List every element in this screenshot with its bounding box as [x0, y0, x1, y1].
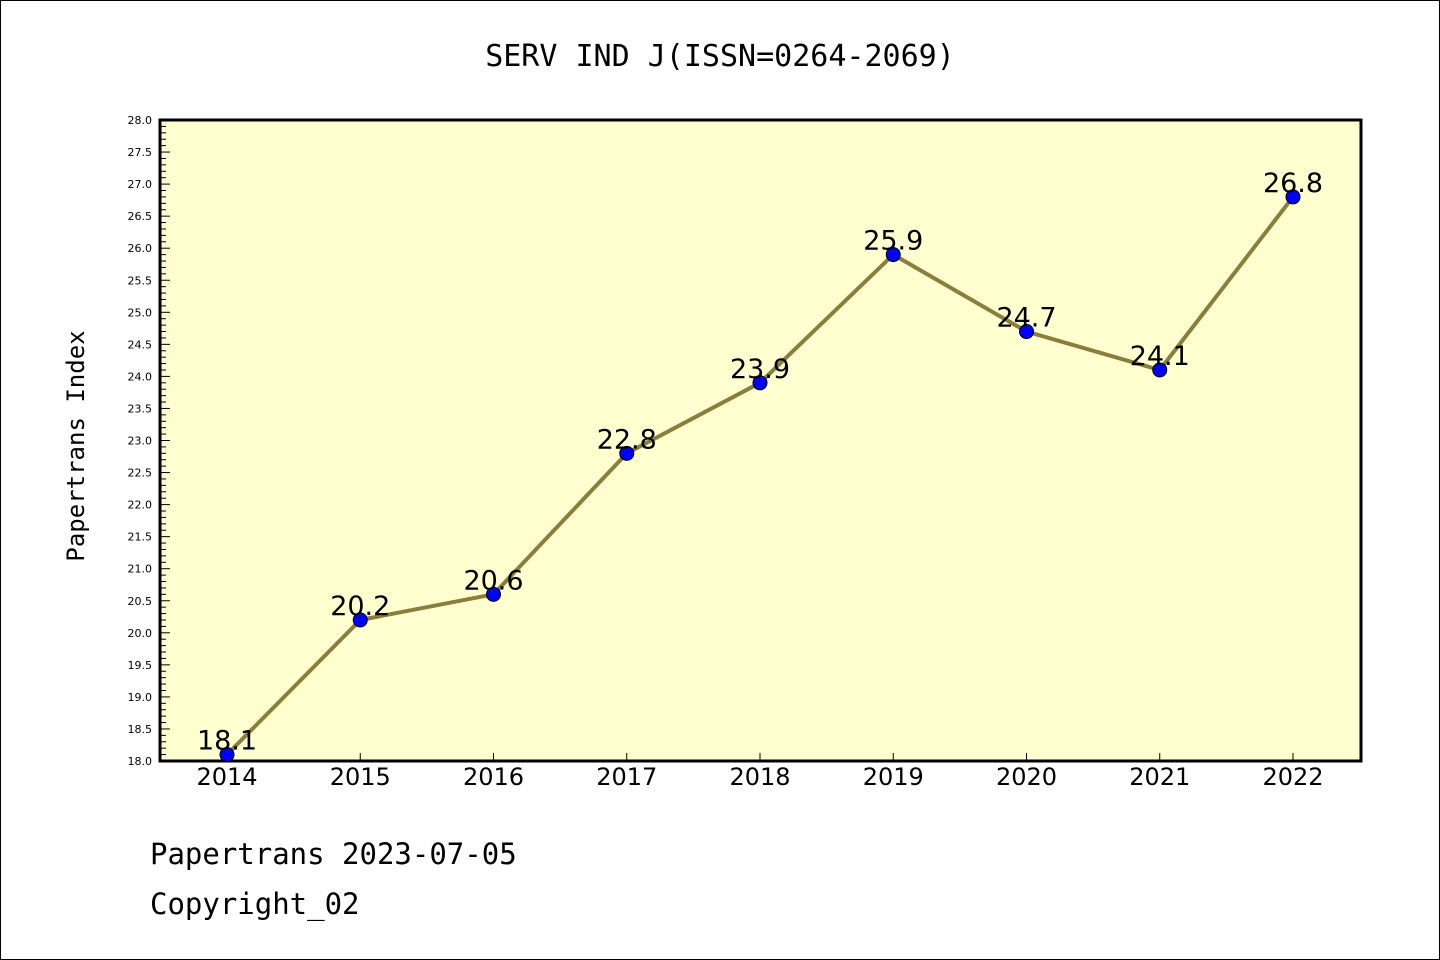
- y-tick-label: 28.0: [128, 114, 153, 127]
- data-labels-layer: 18.1 20.2 20.6 22.8 23.9 25.9 24.7 24.1 26.8: [197, 168, 1323, 757]
- data-label: 26.8: [1263, 168, 1323, 199]
- x-tick-label: 2020: [996, 763, 1057, 791]
- y-tick-label: 20.0: [128, 627, 153, 640]
- data-label: 24.1: [1130, 341, 1190, 372]
- data-point: [352, 612, 368, 628]
- y-tick-label: 27.5: [128, 146, 153, 159]
- y-tick-label: 18.0: [128, 755, 153, 768]
- y-tick-label: 21.5: [128, 531, 153, 544]
- data-label: 23.9: [730, 354, 790, 385]
- y-tick-label: 23.0: [128, 435, 153, 448]
- data-label: 18.1: [197, 726, 257, 757]
- y-tick-label: 23.5: [128, 402, 153, 415]
- y-tick-label: 24.0: [128, 370, 153, 383]
- x-tick-label: 2022: [1262, 763, 1323, 791]
- y-tick-label: 21.0: [128, 563, 153, 576]
- data-point: [219, 747, 235, 763]
- y-tick-label: 25.0: [128, 306, 153, 319]
- y-tick-label: 19.5: [128, 659, 153, 672]
- y-tick-label: 25.5: [128, 274, 153, 287]
- data-label: 25.9: [863, 226, 923, 257]
- footer-date: Papertrans 2023-07-05: [150, 837, 517, 871]
- y-tick-label: 18.5: [128, 723, 153, 736]
- data-label: 24.7: [996, 303, 1056, 334]
- data-label: 22.8: [597, 424, 657, 455]
- x-tick-label: 2017: [596, 763, 657, 791]
- y-tick-label: 26.0: [128, 242, 153, 255]
- y-tick-label: 26.5: [128, 210, 153, 223]
- data-point: [1019, 324, 1034, 340]
- x-tick-label: 2019: [863, 763, 924, 791]
- footer-copyright: Copyright_02: [150, 887, 360, 922]
- y-tick-label: 24.5: [128, 338, 153, 351]
- y-tick-label: 19.0: [128, 691, 153, 704]
- x-tick-label: 2016: [463, 763, 524, 791]
- x-tick-label: 2018: [729, 763, 790, 791]
- data-point: [752, 375, 768, 391]
- data-point: [1152, 362, 1168, 378]
- x-tick-label: 2014: [196, 763, 257, 791]
- data-point: [619, 445, 635, 461]
- series-layer: [219, 189, 1301, 763]
- data-label: 20.6: [463, 565, 523, 596]
- x-tick-label: 2021: [1129, 763, 1190, 791]
- y-tick-label: 27.0: [128, 178, 153, 191]
- x-axis: 2014 2015 2016 2017 2018 2019 2020 2021 2022: [196, 753, 1324, 791]
- data-point: [885, 247, 901, 263]
- y-tick-label: 22.0: [128, 499, 153, 512]
- chart-title: SERV IND J(ISSN=0264-2069): [485, 39, 955, 74]
- y-axis: 18.0 18.5 19.0 19.5 20.0 20.5 21.0 21.5 22.0 22.5…: [128, 114, 170, 768]
- data-point: [486, 586, 501, 602]
- y-axis-label: Papertrans Index: [62, 330, 90, 561]
- plot-area: [158, 118, 1363, 763]
- data-point: [1285, 189, 1301, 205]
- x-tick-label: 2015: [330, 763, 391, 791]
- data-label: 20.2: [330, 591, 390, 622]
- y-tick-label: 22.5: [128, 467, 153, 480]
- y-tick-label: 20.5: [128, 595, 153, 608]
